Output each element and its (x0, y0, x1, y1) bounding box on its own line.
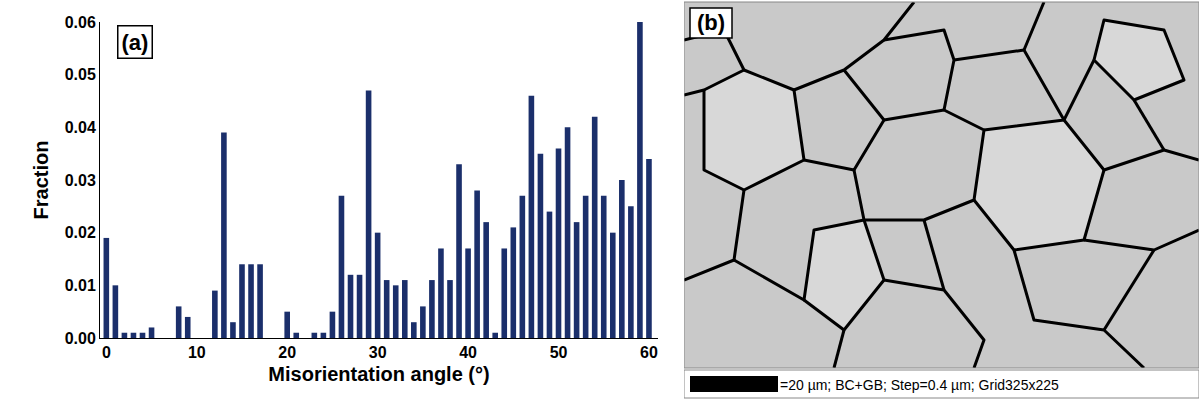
svg-text:=20 µm; BC+GB; Step=0.4 µm; Gr: =20 µm; BC+GB; Step=0.4 µm; Grid325x225 (780, 377, 1059, 393)
svg-text:30: 30 (369, 344, 387, 361)
svg-text:0: 0 (102, 344, 111, 361)
svg-text:0.06: 0.06 (65, 14, 96, 31)
svg-text:0.00: 0.00 (65, 330, 96, 347)
svg-text:(b): (b) (697, 10, 725, 35)
svg-text:0.01: 0.01 (65, 277, 96, 294)
svg-text:0.05: 0.05 (65, 66, 96, 83)
svg-text:20: 20 (278, 344, 296, 361)
svg-text:0.02: 0.02 (65, 224, 96, 241)
svg-text:(a): (a) (122, 30, 149, 55)
svg-text:0.03: 0.03 (65, 172, 96, 189)
svg-text:Misorientation angle (°): Misorientation angle (°) (268, 363, 489, 385)
svg-text:0.04: 0.04 (65, 119, 96, 136)
svg-text:10: 10 (188, 344, 206, 361)
svg-text:60: 60 (640, 344, 658, 361)
svg-text:40: 40 (459, 344, 477, 361)
svg-text:50: 50 (550, 344, 568, 361)
svg-text:Fraction: Fraction (30, 141, 52, 220)
